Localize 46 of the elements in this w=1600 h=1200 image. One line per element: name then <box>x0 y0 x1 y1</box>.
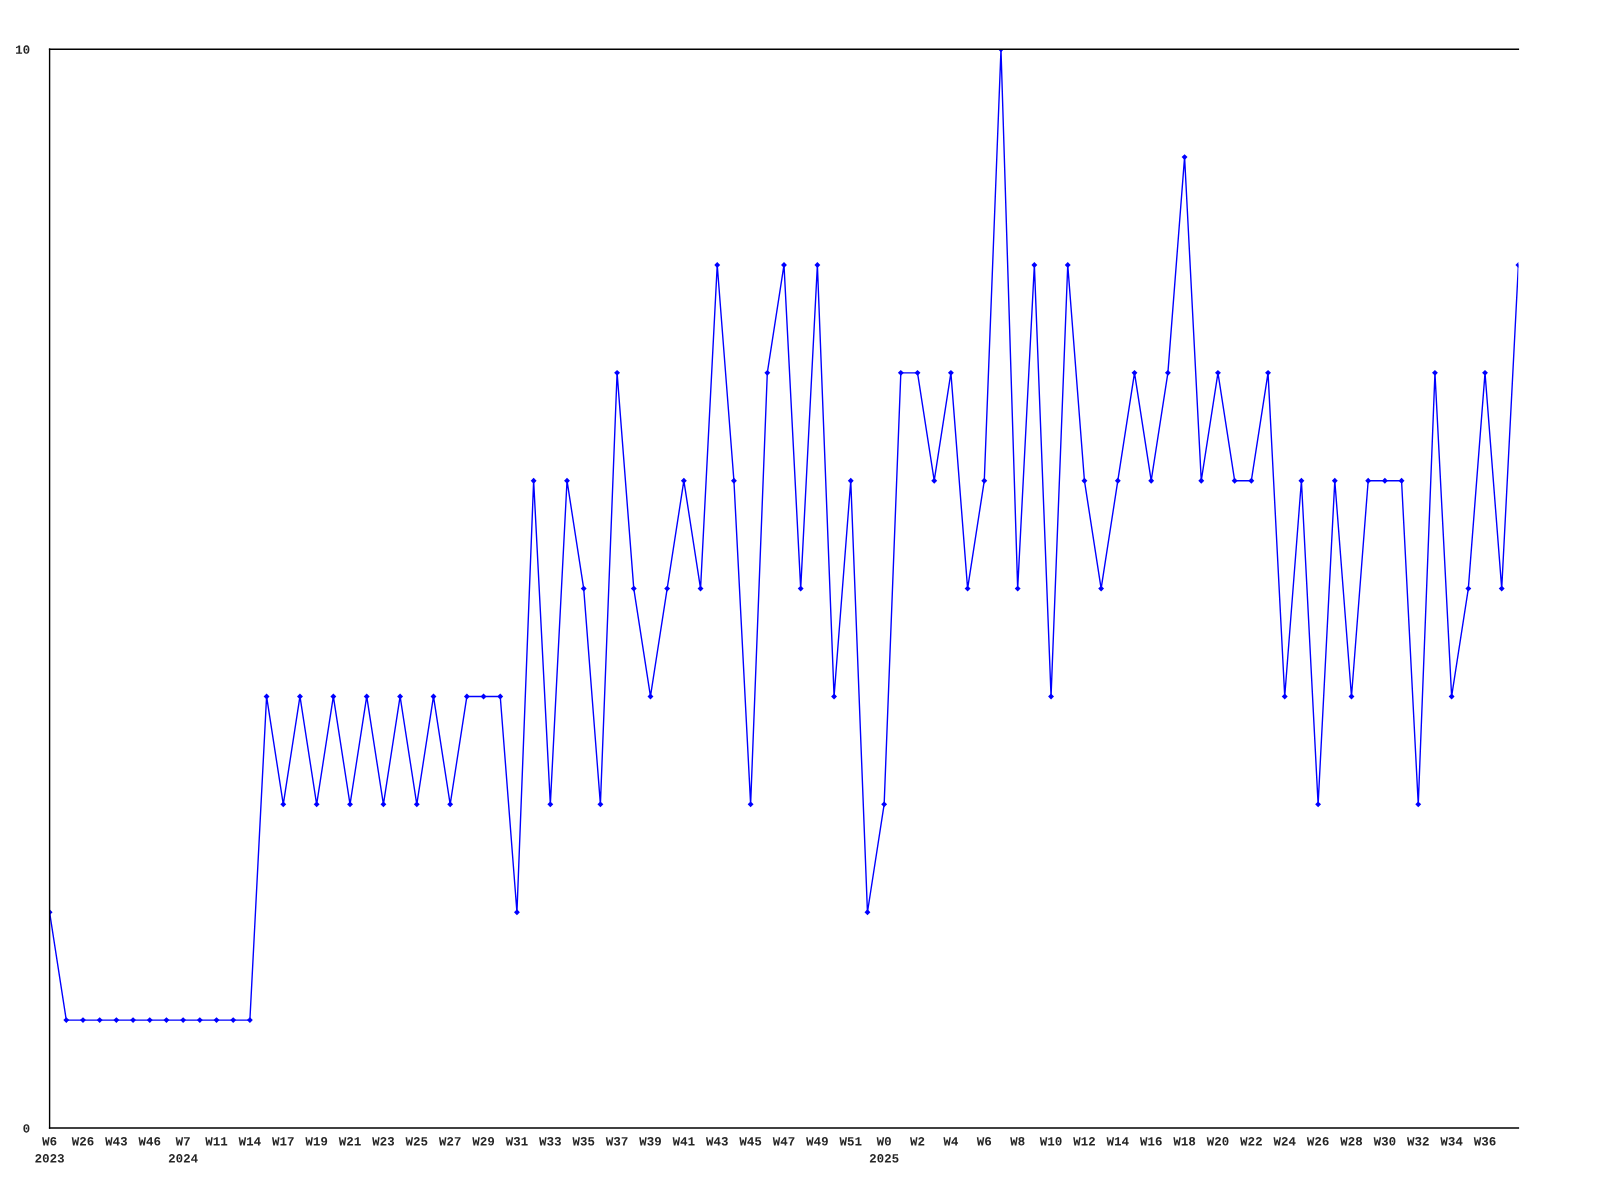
x-tick-label: W25 <box>405 1137 428 1146</box>
x-tick-label: W28 <box>1340 1137 1363 1146</box>
x-tick-label: W39 <box>639 1137 661 1146</box>
y-tick-label: 10 <box>15 45 30 54</box>
x-tick-label: W2 <box>910 1137 925 1146</box>
x-tick-label: W16 <box>1139 1137 1162 1146</box>
x-tick-label: W14 <box>238 1137 261 1146</box>
x-tick-label: W49 <box>806 1137 828 1146</box>
x-tick-label: W20 <box>1206 1137 1229 1146</box>
x-tick-label: W45 <box>739 1137 762 1146</box>
x-tick-label: W29 <box>472 1137 495 1146</box>
x-tick-label: W26 <box>1306 1137 1329 1146</box>
x-tick-label: W43 <box>705 1137 728 1146</box>
x-tick-label: W17 <box>272 1137 294 1146</box>
x-tick-label: W23 <box>372 1137 395 1146</box>
x-tick-label: W0 2025 <box>869 1137 899 1163</box>
x-tick-label: W18 <box>1173 1137 1196 1146</box>
x-tick-label: W46 <box>138 1137 161 1146</box>
x-tick-label: W51 <box>839 1137 862 1146</box>
x-tick-label: W12 <box>1073 1137 1095 1146</box>
x-tick-label: W41 <box>672 1137 695 1146</box>
x-tick-label: W21 <box>338 1137 361 1146</box>
x-tick-label: W6 <box>976 1137 992 1146</box>
x-tick-label: W10 <box>1039 1137 1062 1146</box>
x-tick-label: W47 <box>772 1137 795 1146</box>
x-tick-label: W14 <box>1106 1137 1129 1146</box>
x-tick-label: W32 <box>1407 1137 1429 1146</box>
x-tick-label: W35 <box>572 1137 595 1146</box>
x-tick-label: W11 <box>205 1137 228 1146</box>
x-tick-label: W34 <box>1440 1137 1463 1146</box>
x-tick-label: W22 <box>1240 1137 1262 1146</box>
x-tick-label: W36 <box>1473 1137 1496 1146</box>
x-tick-label: W27 <box>438 1137 461 1146</box>
x-tick-label: W37 <box>605 1137 628 1146</box>
x-tick-label: W6 2023 <box>35 1137 64 1163</box>
x-tick-label: W7 2024 <box>168 1137 198 1163</box>
x-tick-label: W43 <box>105 1137 127 1146</box>
x-tick-label: W19 <box>305 1137 328 1146</box>
x-tick-label: W33 <box>539 1137 561 1146</box>
y-tick-label: 0 <box>23 1124 30 1133</box>
x-tick-label: W31 <box>505 1137 528 1146</box>
x-tick-label: W24 <box>1273 1137 1296 1146</box>
x-tick-label: W30 <box>1373 1137 1396 1146</box>
x-tick-label: W26 <box>71 1137 94 1146</box>
x-tick-label: W4 <box>943 1137 959 1146</box>
x-tick-label: W8 <box>1010 1137 1025 1146</box>
